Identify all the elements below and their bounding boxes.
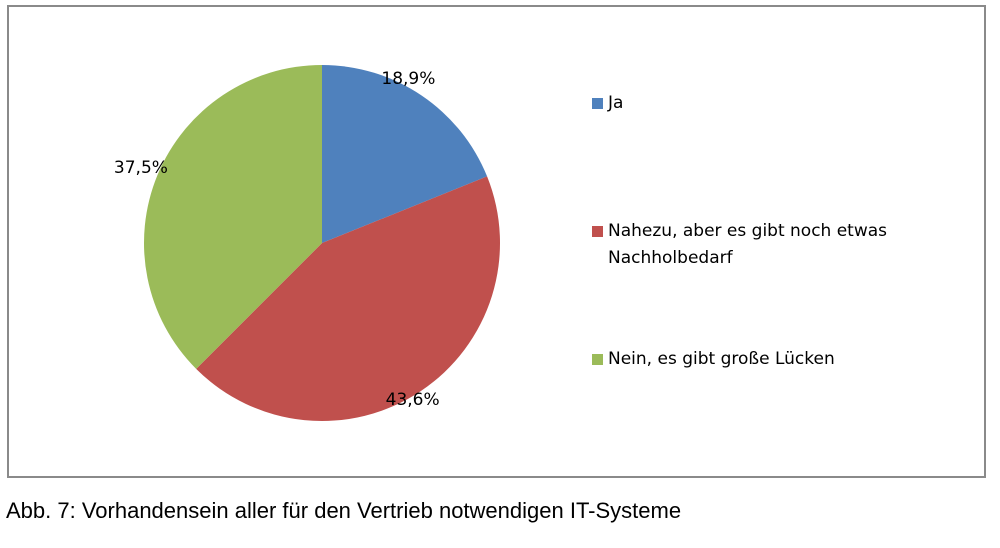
legend-item-nein: Nein, es gibt große Lücken xyxy=(592,346,938,373)
data-label-ja: 18,9% xyxy=(381,69,435,89)
data-label-nahezu: 43,6% xyxy=(386,390,440,410)
data-label-nein: 37,5% xyxy=(114,158,168,178)
pie-chart: 18,9% 43,6% 37,5% xyxy=(114,65,500,422)
figure-caption: Abb. 7: Vorhandensein aller für den Vert… xyxy=(6,498,682,523)
legend-swatch-nahezu xyxy=(592,226,603,237)
legend-item-ja: Ja xyxy=(592,90,938,117)
legend-label-ja: Ja xyxy=(608,93,624,113)
chart-frame: 18,9% 43,6% 37,5% Ja Nahezu, aber es gibt … xyxy=(7,5,986,478)
legend-item-nahezu: Nahezu, aber es gibt noch etwas Nachholb… xyxy=(592,218,918,272)
legend-swatch-ja xyxy=(592,98,603,109)
legend-swatch-nein xyxy=(592,354,603,365)
pie-slice-ja xyxy=(322,65,488,243)
legend-label-nahezu: Nahezu, aber es gibt noch etwas Nachholb… xyxy=(608,221,888,268)
pie-slice-nein xyxy=(144,65,322,369)
pie-slice-nahezu xyxy=(196,176,500,422)
legend-label-nein: Nein, es gibt große Lücken xyxy=(608,349,835,369)
